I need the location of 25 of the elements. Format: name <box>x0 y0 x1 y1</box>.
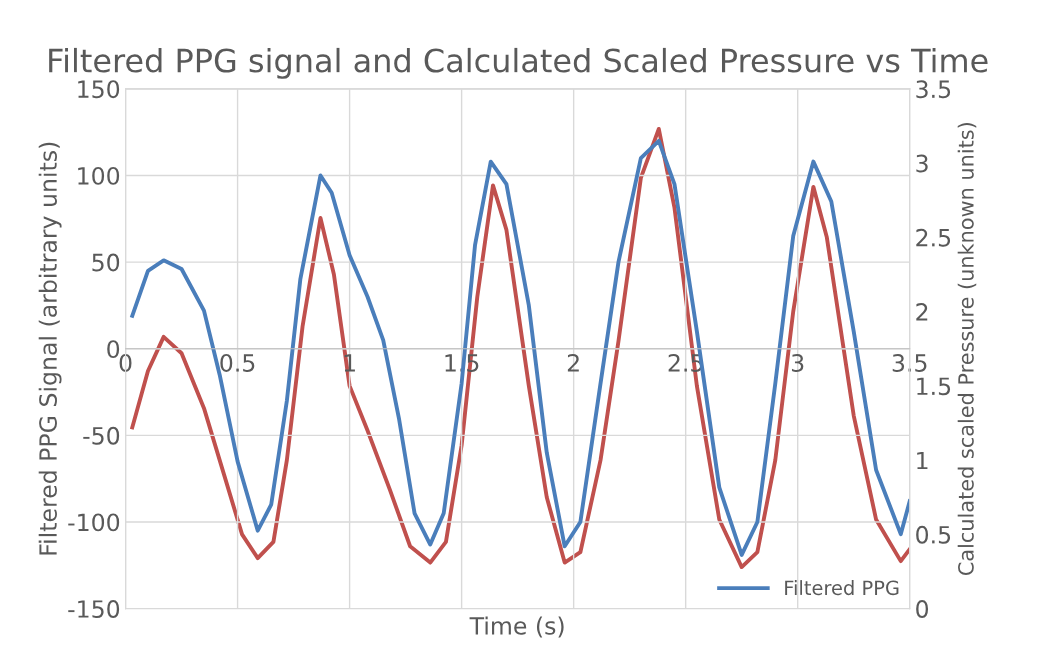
legend-label: Filtered PPG <box>785 580 899 596</box>
y2-tick-label: 3.5 <box>916 80 951 99</box>
y2-tick-label: 0 <box>916 600 929 618</box>
y2-tick-label: 1 <box>917 451 928 470</box>
y-tick-label: 0 <box>107 340 120 359</box>
y-tick-label: -50 <box>83 426 120 445</box>
y-tick-label: 100 <box>78 166 120 185</box>
y-tick-label: 50 <box>92 253 120 272</box>
chart-title: Filtered PPG signal and Calculated Scaled Pressure vs Time <box>49 47 988 79</box>
y-tick-label: -150 <box>68 600 120 618</box>
x-axis-title: Time (s) <box>469 616 564 638</box>
x-tick-label: 0.5 <box>220 354 255 372</box>
y-tick-label: 150 <box>78 80 120 99</box>
y2-tick-label: 2 <box>916 303 928 321</box>
y2-tick-label: 0.5 <box>916 525 951 544</box>
y2-tick-label: 2.5 <box>916 228 951 247</box>
x-tick-label: 0 <box>119 354 132 372</box>
y-axis-title: Filtered PPG Signal (arbitrary units) <box>38 142 62 555</box>
x-tick-label: 3.5 <box>892 354 927 372</box>
y2-tick-label: 3 <box>916 154 928 173</box>
y2-tick-label: 1.5 <box>917 377 951 396</box>
x-tick-label: 2 <box>567 354 579 372</box>
y2-axis-title: Calculated scaled Pressure (unknown units) <box>957 123 977 576</box>
x-tick-label: 3 <box>791 354 804 372</box>
y-tick-label: -100 <box>68 513 120 532</box>
